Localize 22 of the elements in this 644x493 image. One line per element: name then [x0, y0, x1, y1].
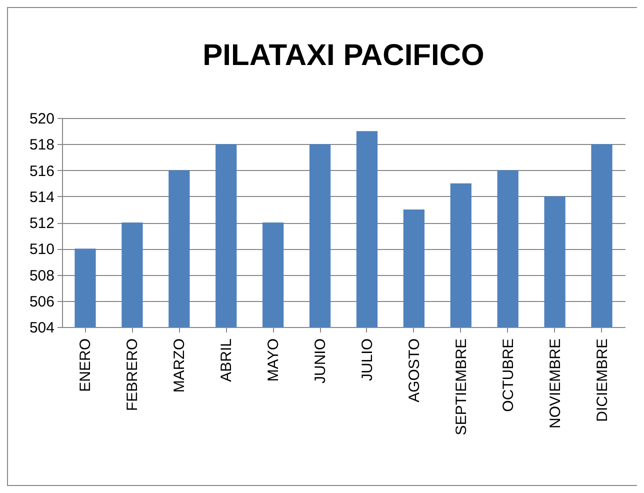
- x-tick-label: OCTUBRE: [500, 338, 517, 412]
- x-tick-label: ENERO: [77, 338, 94, 392]
- y-tick-label: 514: [29, 188, 54, 206]
- y-tick-label: 510: [29, 241, 54, 258]
- x-tick-label: ABRIL: [218, 338, 236, 382]
- x-tick-label: JULIO: [358, 338, 376, 382]
- y-tick-label: 508: [29, 267, 54, 284]
- chart-title: PILATAXI PACIFICO: [202, 39, 484, 72]
- y-tick-label: 518: [29, 136, 54, 154]
- x-tick-label: SEPTIEMBRE: [452, 338, 470, 436]
- x-tick-label: MARZO: [171, 338, 188, 393]
- y-tick-label: 516: [29, 162, 54, 180]
- y-tick-label: 506: [29, 293, 54, 310]
- x-tick-label: DICIEMBRE: [594, 338, 611, 422]
- x-tick-label: JUNIO: [312, 338, 330, 384]
- y-tick-label: 512: [29, 215, 54, 232]
- x-tick-label: MAYO: [265, 338, 282, 382]
- y-tick-label: 520: [29, 110, 54, 128]
- x-tick-label: FEBRERO: [124, 338, 142, 412]
- x-tick-label: AGOSTO: [406, 338, 423, 402]
- x-tick-label: NOVIEMBRE: [546, 338, 564, 429]
- y-tick-label: 504: [29, 320, 54, 336]
